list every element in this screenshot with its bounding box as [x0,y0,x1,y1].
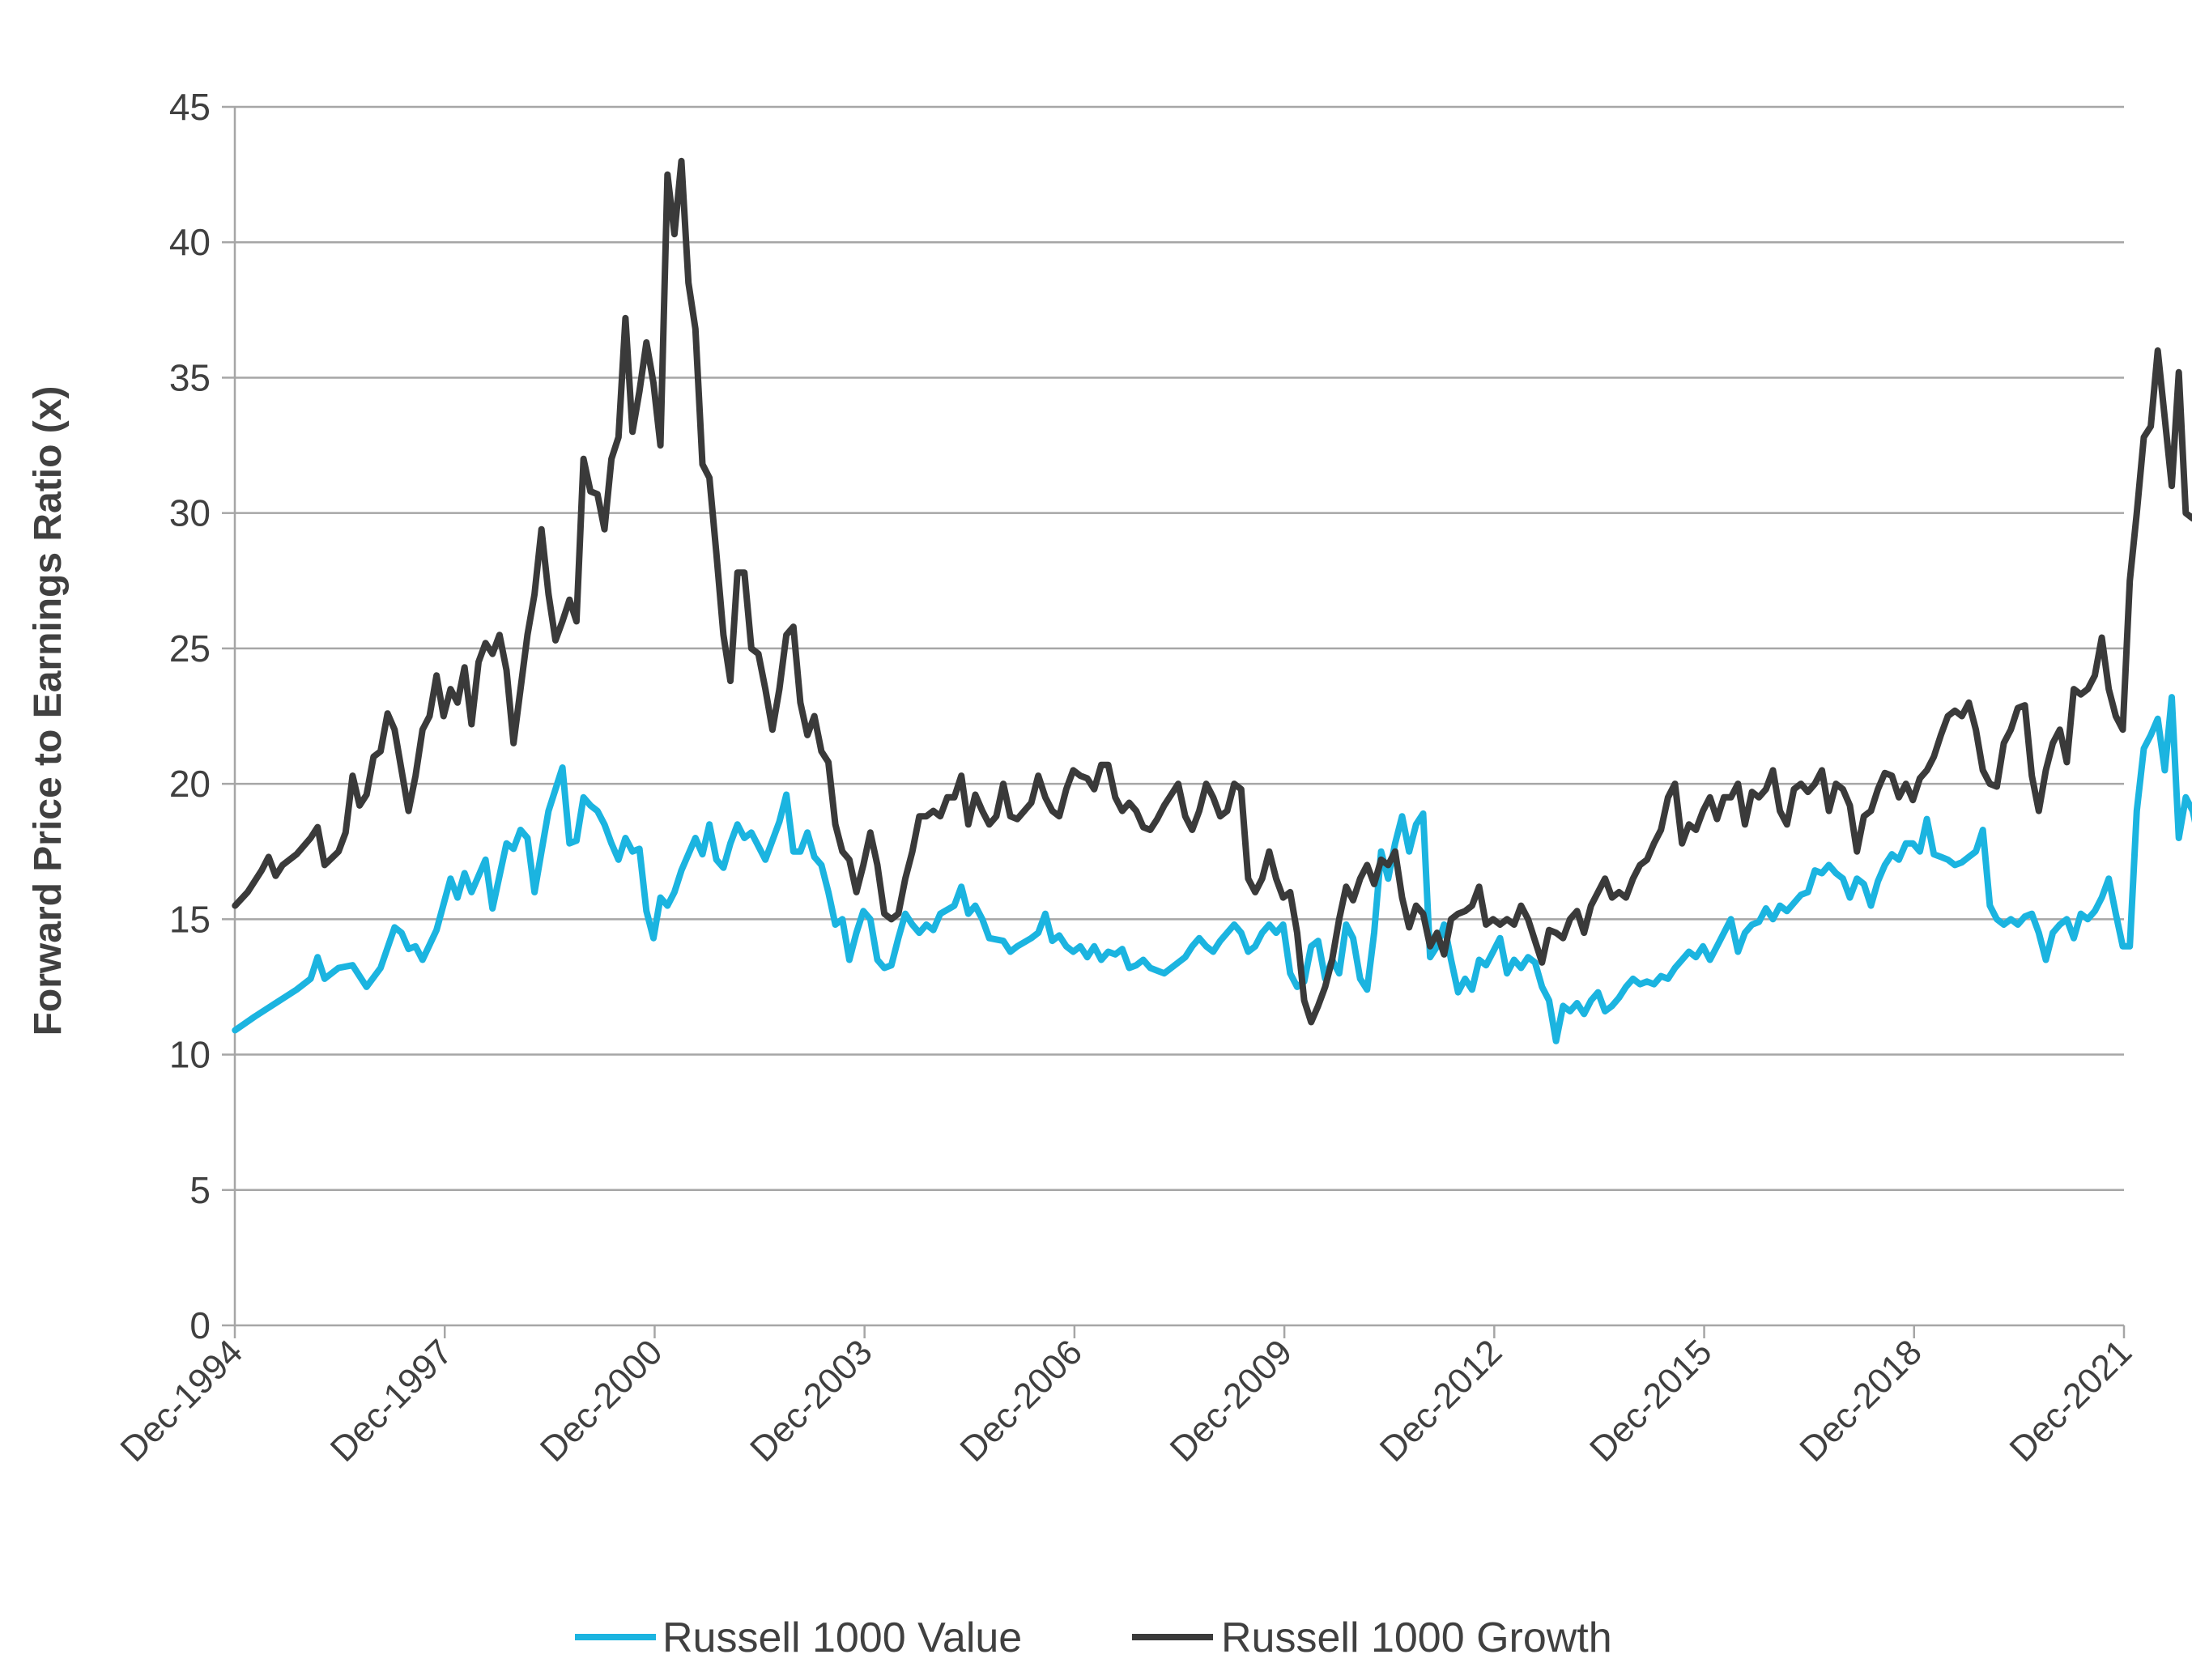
gridlines [235,105,2124,1192]
legend-label: Russell 1000 Growth [1221,1614,1612,1661]
y-tick-labels: 0 5 10 15 20 25 30 35 40 45 [169,86,211,1346]
y-tick-label: 15 [169,898,211,940]
legend: Russell 1000 Value Russell 1000 Growth [575,1614,1612,1661]
y-tick-label: 20 [169,763,211,805]
y-tick-label: 5 [189,1169,211,1211]
x-tick-labels: Dec-1994 Dec-1997 Dec-2000 Dec-2003 Dec-2006… [113,1332,2140,1469]
y-tick-label: 0 [189,1304,211,1346]
x-tick-label: Dec-1994 [113,1332,251,1469]
x-tick-label: Dec-2006 [952,1332,1090,1469]
y-tick-label: 10 [169,1034,211,1076]
series-line-1 [232,157,2192,1026]
y-tick-label: 40 [169,221,211,263]
x-tick-label: Dec-2009 [1163,1332,1300,1469]
x-tick-label: Dec-2000 [533,1332,670,1469]
y-tick-label: 25 [169,627,211,670]
series-lines [232,157,2192,1044]
x-tick-label: Dec-2012 [1373,1332,1510,1469]
y-axis-title: Forward Price to Earnings Ratio (x) [27,386,70,1036]
x-tick-label: Dec-1997 [323,1332,461,1469]
axes [222,105,2126,1338]
y-tick-label: 45 [169,86,211,128]
series-line-0 [232,694,2192,1044]
y-tick-label: 30 [169,492,211,534]
x-tick-label: Dec-2015 [1582,1332,1720,1469]
x-tick-label: Dec-2018 [1792,1332,1930,1469]
legend-label: Russell 1000 Value [662,1614,1022,1661]
x-tick-label: Dec-2003 [743,1332,880,1469]
x-tick-label: Dec-2021 [2003,1332,2140,1469]
y-tick-label: 35 [169,356,211,398]
